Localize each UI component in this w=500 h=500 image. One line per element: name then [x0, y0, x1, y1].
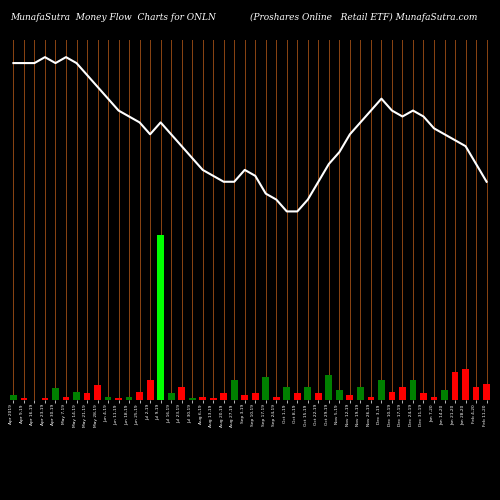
Text: MunafaSutra  Money Flow  Charts for ONLN: MunafaSutra Money Flow Charts for ONLN	[10, 12, 216, 22]
Bar	[73, 392, 80, 400]
Bar	[315, 394, 322, 400]
Bar	[189, 398, 196, 400]
Bar	[84, 394, 90, 400]
Bar	[294, 394, 300, 400]
Bar	[262, 377, 269, 400]
Bar	[62, 396, 70, 400]
Bar	[304, 387, 311, 400]
Bar	[430, 396, 438, 400]
Bar	[336, 390, 343, 400]
Bar	[220, 394, 227, 400]
Bar	[94, 385, 101, 400]
Bar	[326, 376, 332, 400]
Bar	[346, 395, 354, 400]
Bar	[378, 380, 385, 400]
Bar	[52, 388, 59, 400]
Bar	[210, 398, 216, 400]
Bar	[42, 398, 48, 400]
Bar	[472, 387, 480, 400]
Text: (Proshares Online   Retail ETF) MunafaSutra.com: (Proshares Online Retail ETF) MunafaSutr…	[250, 12, 478, 22]
Bar	[483, 384, 490, 400]
Bar	[157, 236, 164, 400]
Bar	[462, 368, 469, 400]
Bar	[273, 396, 280, 400]
Bar	[441, 390, 448, 400]
Bar	[357, 387, 364, 400]
Bar	[252, 394, 258, 400]
Bar	[242, 395, 248, 400]
Bar	[231, 380, 237, 400]
Bar	[399, 387, 406, 400]
Bar	[10, 395, 17, 400]
Bar	[410, 380, 416, 400]
Bar	[20, 398, 28, 400]
Bar	[178, 387, 185, 400]
Bar	[284, 387, 290, 400]
Bar	[146, 380, 154, 400]
Bar	[126, 396, 132, 400]
Bar	[136, 392, 143, 400]
Bar	[115, 398, 122, 400]
Bar	[104, 396, 112, 400]
Bar	[452, 372, 458, 400]
Bar	[200, 396, 206, 400]
Bar	[388, 392, 396, 400]
Bar	[168, 394, 174, 400]
Bar	[420, 394, 427, 400]
Bar	[368, 396, 374, 400]
